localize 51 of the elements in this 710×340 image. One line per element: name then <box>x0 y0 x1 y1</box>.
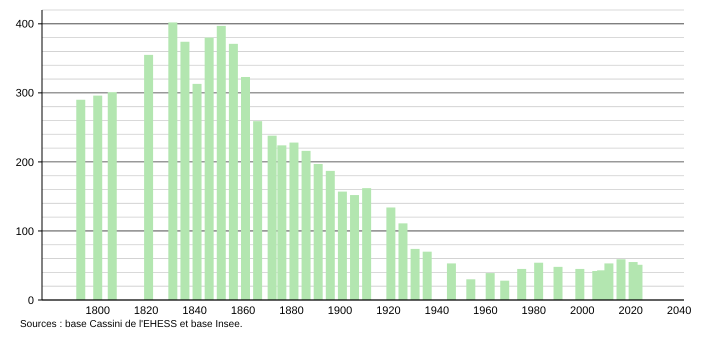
bar <box>289 142 298 300</box>
x-tick-label: 1940 <box>424 305 450 317</box>
bar <box>616 259 626 300</box>
x-tick-label: 2000 <box>570 305 594 317</box>
bar <box>216 26 226 300</box>
bar <box>517 268 526 300</box>
x-tick-label: 1840 <box>182 305 207 317</box>
x-tick-label: 2040 <box>666 305 692 317</box>
x-tick-label: 1900 <box>328 305 352 317</box>
bar <box>362 188 372 300</box>
x-tick-label: 1820 <box>134 305 158 317</box>
bar <box>350 195 360 300</box>
bar <box>486 273 495 300</box>
source-note: Sources : base Cassini de l'EHESS et base Insee. <box>20 319 243 330</box>
bar <box>228 44 238 300</box>
bar <box>500 280 510 300</box>
bar <box>168 22 178 300</box>
y-tick-label: 300 <box>16 88 34 100</box>
bar <box>554 266 563 300</box>
x-tick-label: 2020 <box>618 305 643 317</box>
bar <box>253 121 262 300</box>
y-tick-label: 100 <box>16 226 34 238</box>
x-tick-label: 1920 <box>376 305 401 317</box>
x-tick-label: 1980 <box>522 305 546 317</box>
x-tick-label: 1880 <box>279 305 304 317</box>
bar <box>144 54 154 300</box>
y-tick-label: 200 <box>16 156 34 169</box>
bar <box>422 252 432 300</box>
bar <box>446 263 456 300</box>
bar <box>93 96 102 300</box>
bar <box>338 192 347 300</box>
bar <box>326 170 335 300</box>
bar <box>241 76 250 300</box>
bar <box>398 223 408 300</box>
bar <box>314 164 323 300</box>
x-tick-label: 1960 <box>473 305 498 317</box>
bar <box>76 100 86 300</box>
x-tick-label: 1860 <box>230 305 256 317</box>
bar <box>575 268 584 300</box>
bar <box>534 262 544 300</box>
x-tick-label: 1800 <box>85 305 110 317</box>
y-tick-label: 400 <box>16 18 34 31</box>
bar <box>302 150 311 300</box>
bar <box>180 42 190 300</box>
bar <box>204 38 214 300</box>
bar <box>466 279 476 300</box>
bar <box>410 248 420 300</box>
bar <box>386 207 396 300</box>
bar <box>108 92 117 300</box>
y-tick-label: 0 <box>28 294 34 307</box>
bar <box>192 84 202 300</box>
